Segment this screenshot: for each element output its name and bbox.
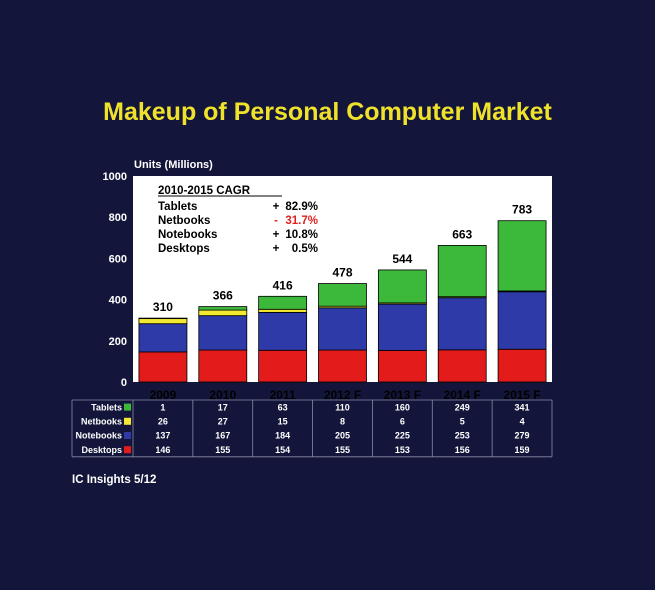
y-tick-label: 0 [121,377,127,389]
table-cell: 26 [158,417,168,427]
table-cell: 249 [455,402,470,412]
table-row-label: Netbooks [81,417,122,427]
x-tick-label: 2012 F [324,388,361,402]
cagr-row-label: Notebooks [158,229,217,241]
table-cell: 279 [515,431,530,441]
table-cell: 1 [160,402,165,412]
bar-total-label: 310 [153,300,173,314]
table-cell: 17 [218,402,228,412]
bar-segment-notebooks [318,307,367,351]
cagr-row-sign: + [273,229,280,241]
table-row-label: Tablets [91,402,122,412]
table-cell: 110 [335,402,350,412]
bar-segment-desktops [497,348,547,383]
table-row-label: Desktops [81,445,122,455]
table-cell: 341 [515,402,530,412]
bar-segment-tablets [258,295,308,310]
chart-title: Makeup of Personal Computer Market [103,98,552,126]
bar-segment-tablets [198,306,248,311]
bar-total-label: 544 [392,252,412,266]
table-cell: 15 [278,417,288,427]
bar-segment-tablets [318,283,367,307]
table-cell: 137 [155,431,170,441]
table-cell: 153 [395,445,410,455]
cagr-heading: 2010-2015 CAGR [158,185,251,197]
bar-segment-notebooks [198,315,248,351]
table-cell: 184 [275,431,290,441]
bar-segment-tablets [138,317,188,320]
table-cell: 225 [395,431,410,441]
table-cell: 4 [520,417,525,427]
cagr-row-sign: + [273,201,280,213]
table-cell: 159 [515,445,530,455]
table-cell: 27 [218,417,228,427]
legend-swatch-notebooks [124,432,131,439]
bar-segment-netbooks [198,309,248,317]
bar-segment-notebooks [497,291,547,350]
table-cell: 167 [215,431,230,441]
x-tick-label: 2013 F [384,388,421,402]
x-tick-label: 2011 [270,388,296,402]
cagr-row-sign: - [274,215,278,227]
y-tick-label: 200 [109,336,127,348]
legend-swatch-netbooks [124,417,131,425]
y-tick-label: 400 [109,295,127,307]
table-cell: 205 [335,431,350,441]
table-cell: 146 [155,445,170,455]
bar-segment-notebooks [377,303,427,351]
bar-segment-desktops [198,349,248,383]
x-tick-label: 2015 F [503,388,540,402]
bar-total-label: 366 [213,289,233,303]
cagr-row-value: 82.9% [285,201,318,213]
cagr-row-label: Tablets [158,201,197,213]
table-cell: 5 [460,417,465,427]
table-cell: 160 [395,402,410,412]
x-tick-label: 2014 F [444,388,481,402]
bar-total-label: 478 [332,266,352,280]
bar-segment-notebooks [138,323,188,353]
cagr-row-value: 0.5% [292,243,318,255]
bar-segment-notebooks [258,311,308,351]
bar-segment-netbooks [258,308,308,313]
bar-segment-tablets [377,269,427,304]
bar-segment-netbooks [138,317,188,325]
source-label: IC Insights 5/12 [72,474,157,486]
bar-segment-desktops [318,349,367,383]
table-cell: 155 [215,445,230,455]
y-axis-label: Units (Millions) [134,159,213,171]
x-tick-label: 2010 [209,388,236,402]
bar-segment-tablets [497,220,547,292]
bar-total-label: 663 [452,227,472,241]
table-cell: 8 [340,417,345,427]
legend-swatch-tablets [124,403,131,411]
table-cell: 155 [335,445,350,455]
bar-segment-tablets [437,245,487,298]
y-tick-label: 1000 [103,171,127,183]
bar-segment-desktops [258,349,308,383]
cagr-row-value: 31.7% [285,215,318,227]
x-tick-label: 2009 [150,388,177,402]
table-cell: 154 [275,445,290,455]
cagr-row-label: Netbooks [158,215,210,227]
cagr-row-value: 10.8% [285,229,318,241]
table-cell: 156 [455,445,470,455]
table-row-label: Notebooks [75,431,122,441]
bar-total-label: 416 [273,278,293,292]
cagr-row-label: Desktops [158,243,210,255]
bar-segment-notebooks [437,297,487,351]
bar-segment-desktops [437,349,487,383]
legend-swatch-desktops [124,446,131,454]
bar-total-label: 783 [512,203,532,217]
table-cell: 6 [400,417,405,427]
cagr-row-sign: + [273,243,280,255]
table-cell: 253 [455,431,470,441]
bar-segment-desktops [138,351,188,383]
y-tick-label: 800 [109,212,127,224]
y-tick-label: 600 [109,253,127,265]
bar-segment-desktops [377,350,427,383]
table-cell: 63 [278,402,288,412]
